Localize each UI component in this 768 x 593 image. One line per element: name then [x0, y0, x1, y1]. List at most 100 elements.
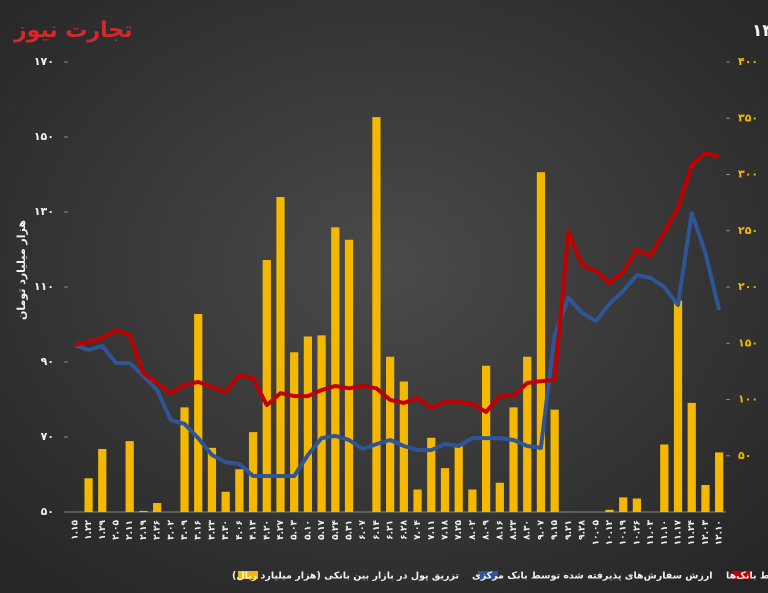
x-tick-label: ۵.۲۴ — [331, 520, 341, 540]
bar — [619, 497, 628, 512]
y-tick-label: ۱۳۰ — [34, 205, 54, 218]
y-tick-label: ۷۰ — [41, 430, 54, 443]
bar — [221, 491, 230, 512]
x-tick-label: ۴.۱۳ — [249, 520, 259, 540]
x-tick-label: ۵.۱۷ — [317, 520, 327, 540]
legend-label: ارزش سفارش‌های پذیرفته شده توسط بانک مرک… — [472, 571, 713, 582]
bar — [262, 260, 271, 512]
bar — [152, 503, 162, 512]
y2-tick-label: ۴۰۰ — [738, 55, 758, 68]
bar — [440, 468, 450, 512]
x-tick-label: ۸.۲۳ — [509, 520, 519, 540]
x-tick-label: ۹.۰۷ — [536, 520, 546, 540]
line — [74, 211, 722, 478]
bar — [248, 432, 258, 512]
y-axis-title: هزار میلیارد تومان — [15, 220, 28, 320]
legend-swatch — [732, 571, 752, 579]
bar — [468, 489, 477, 512]
x-tick-label: ۲.۱۱ — [125, 520, 135, 540]
x-tick-label: ۳.۲۳ — [207, 520, 217, 540]
bar — [303, 336, 313, 512]
x-tick-label: ۸.۰۹ — [482, 520, 492, 540]
x-tick-label: ۱۱.۰۳ — [646, 520, 656, 546]
bar — [372, 117, 381, 512]
bar — [413, 489, 422, 512]
x-tick-label: ۸.۱۶ — [495, 520, 505, 540]
x-tick-label: ۱۰.۲۶ — [632, 520, 642, 545]
bar — [605, 509, 614, 512]
bar — [550, 409, 559, 512]
x-tick-label: ۱.۲۲ — [84, 520, 94, 540]
x-tick-label: ۶.۲۱ — [386, 520, 396, 540]
x-tick-label: ۸.۰۲ — [468, 520, 478, 540]
x-tick-label: ۱۰.۱۲ — [605, 520, 615, 546]
legend-swatch — [238, 571, 258, 579]
x-tick-label: ۷.۲۵ — [454, 520, 464, 540]
logo: تجارت نیوز — [13, 18, 133, 43]
x-tick-label: ۹.۲۱ — [564, 520, 574, 540]
bar — [632, 498, 642, 512]
x-tick-label: ۷.۰۴ — [413, 520, 423, 540]
bar — [139, 510, 148, 512]
y2-tick-label: ۲۵۰ — [738, 224, 758, 237]
bar — [715, 452, 724, 512]
legend-label: تزریق پول در بازار بین بانکی (هزار میلیا… — [232, 571, 459, 582]
x-tick-label: ۱۱.۲۴ — [687, 520, 697, 546]
bar — [235, 469, 244, 512]
bar — [125, 441, 134, 512]
y2-tick-label: ۱۵۰ — [738, 336, 758, 349]
y-tick-label: ۹۰ — [41, 355, 54, 368]
bar — [673, 300, 683, 512]
x-tick-label: ۸.۳۰ — [523, 520, 533, 540]
y-tick-label: ۱۷۰ — [34, 55, 54, 68]
bar — [523, 356, 532, 512]
bar — [180, 407, 189, 512]
x-tick-label: ۱۱.۱۰ — [660, 520, 670, 545]
bar — [331, 227, 340, 512]
x-tick-label: ۷.۱۱ — [427, 520, 437, 540]
x-tick-label: ۳.۱۶ — [194, 520, 204, 540]
bar — [427, 437, 436, 512]
bar — [98, 449, 107, 512]
bar — [84, 478, 93, 512]
bar — [317, 335, 326, 512]
x-tick-label: ۱۱.۱۷ — [674, 520, 684, 546]
bar — [536, 172, 546, 512]
x-tick-label: ۷.۱۸ — [440, 520, 450, 540]
x-tick-label: ۱۰.۰۵ — [591, 520, 601, 546]
legend-label: ارزش سفارش‌های ارسال شده توسط بانک‌ها — [726, 571, 768, 582]
bar — [386, 356, 395, 512]
x-tick-label: ۴.۲۷ — [276, 520, 286, 540]
y2-tick-label: ۳۰۰ — [738, 168, 758, 181]
x-tick-label: ۳.۰۹ — [180, 520, 190, 540]
x-tick-label: ۶.۱۴ — [372, 520, 382, 540]
x-tick-label: ۹.۲۸ — [578, 520, 588, 540]
x-tick-label: ۱۲.۱۰ — [715, 520, 725, 545]
chart-title: خلاصه عملیات اجرایی سیاست پولی در بازار … — [752, 21, 768, 41]
y2-tick-label: ۲۰۰ — [738, 280, 758, 293]
x-tick-label: ۲.۱۹ — [139, 520, 149, 540]
bar — [660, 444, 669, 512]
bar — [290, 352, 299, 512]
x-tick-label: ۳.۳۰ — [221, 520, 231, 540]
x-tick-label: ۶.۲۸ — [399, 520, 409, 540]
bar — [495, 482, 504, 512]
bar — [509, 407, 518, 512]
bar — [687, 402, 696, 512]
y2-tick-label: ۵۰ — [738, 449, 751, 462]
y-tick-label: ۱۵۰ — [34, 130, 54, 143]
x-tick-label: ۱.۲۹ — [98, 520, 108, 540]
bar — [207, 447, 217, 512]
bar — [276, 197, 285, 512]
x-tick-label: ۵.۰۳ — [290, 520, 300, 540]
y-tick-label: ۱۱۰ — [34, 280, 54, 293]
x-tick-label: ۴.۰۶ — [235, 520, 245, 540]
y-tick-label: ۵۰ — [41, 505, 54, 518]
x-tick-label: ۱۰.۱۹ — [619, 520, 629, 546]
x-tick-label: ۴.۲۰ — [262, 520, 272, 540]
x-tick-label: ۱.۱۵ — [70, 520, 80, 540]
bar — [454, 445, 463, 512]
legend-swatch — [478, 571, 498, 579]
